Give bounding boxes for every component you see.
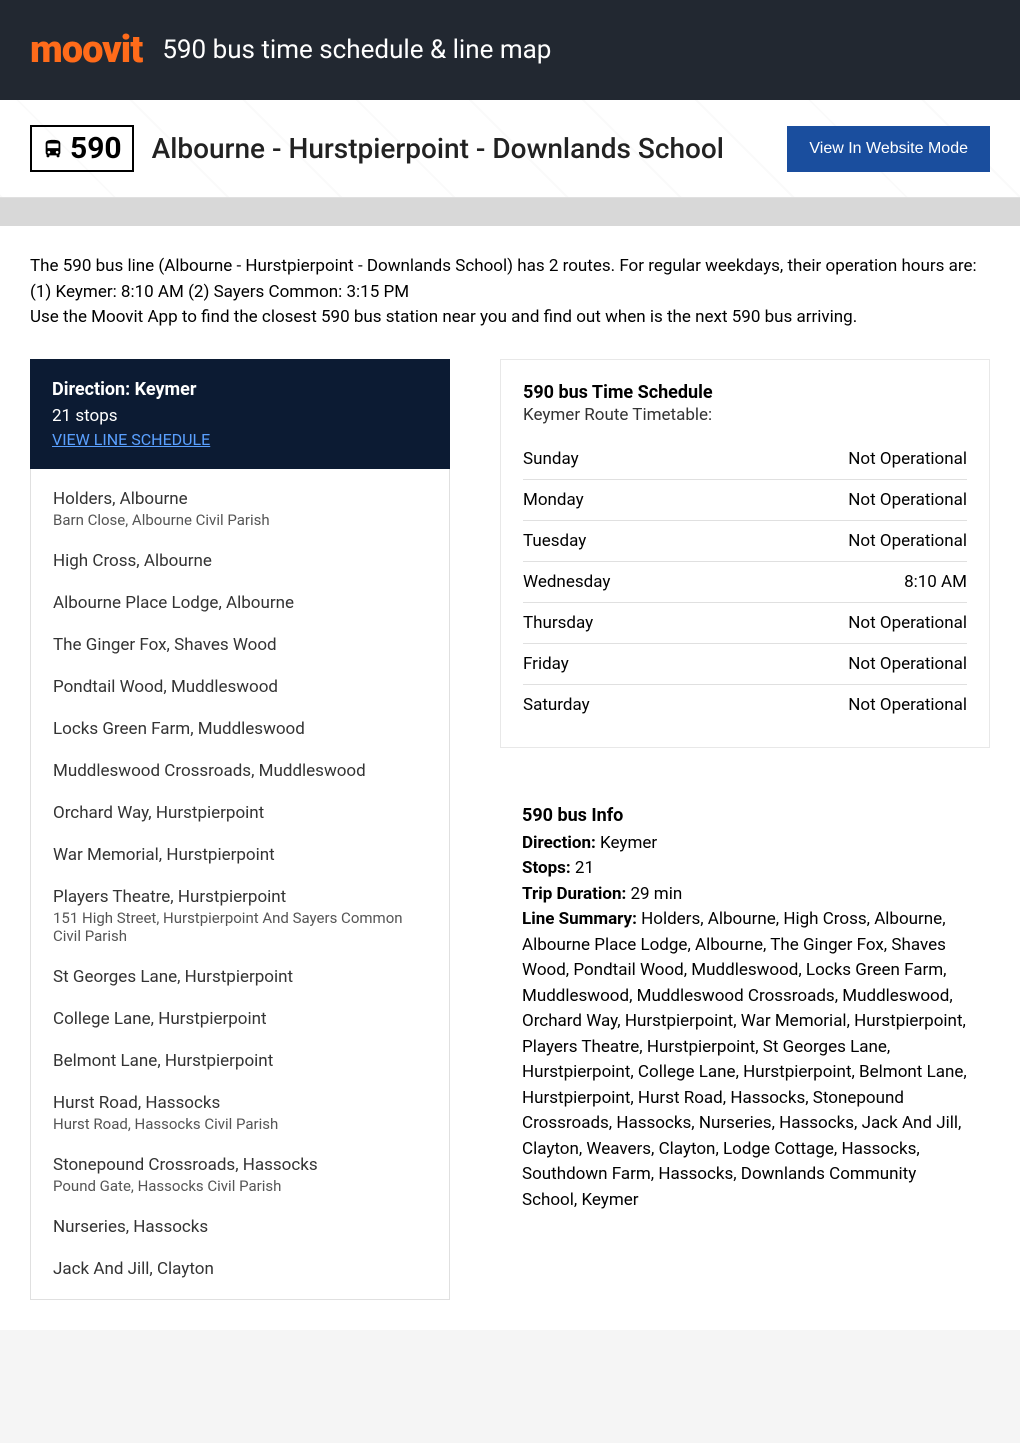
stop-item[interactable]: Pondtail Wood, Muddleswood bbox=[53, 677, 427, 697]
schedule-day: Wednesday bbox=[523, 572, 610, 592]
direction-card: Direction: Keymer 21 stops VIEW LINE SCH… bbox=[30, 359, 450, 469]
stop-item[interactable]: Orchard Way, Hurstpierpoint bbox=[53, 803, 427, 823]
stop-name: Jack And Jill, Clayton bbox=[53, 1259, 427, 1279]
stop-name: Nurseries, Hassocks bbox=[53, 1217, 427, 1237]
stop-name: Muddleswood Crossroads, Muddleswood bbox=[53, 761, 427, 781]
stop-sub: Hurst Road, Hassocks Civil Parish bbox=[53, 1115, 427, 1133]
bus-icon bbox=[42, 138, 64, 160]
stop-item[interactable]: College Lane, Hurstpierpoint bbox=[53, 1009, 427, 1029]
description-line-3: Use the Moovit App to find the closest 5… bbox=[30, 305, 990, 331]
stop-item[interactable]: Players Theatre, Hurstpierpoint151 High … bbox=[53, 887, 427, 945]
schedule-value: Not Operational bbox=[848, 695, 967, 715]
stop-item[interactable]: Jack And Jill, Clayton bbox=[53, 1259, 427, 1279]
schedule-day: Friday bbox=[523, 654, 569, 674]
stops-list: Holders, Albourne Barn Close, Albourne Ci… bbox=[30, 469, 450, 1300]
stop-name: Holders, Albourne bbox=[53, 489, 427, 509]
stop-item[interactable]: The Ginger Fox, Shaves Wood bbox=[53, 635, 427, 655]
stop-item[interactable]: Hurst Road, Hassocks Hurst Road, Hassocks… bbox=[53, 1093, 427, 1133]
stop-name: Orchard Way, Hurstpierpoint bbox=[53, 803, 427, 823]
stop-name: Albourne Place Lodge, Albourne bbox=[53, 593, 427, 613]
stop-name: St Georges Lane, Hurstpierpoint bbox=[53, 967, 427, 987]
schedule-value: Not Operational bbox=[848, 449, 967, 469]
stop-name: War Memorial, Hurstpierpoint bbox=[53, 845, 427, 865]
description-line-1: The 590 bus line (Albourne - Hurstpierpo… bbox=[30, 254, 990, 280]
stop-name: Pondtail Wood, Muddleswood bbox=[53, 677, 427, 697]
stop-item[interactable]: Nurseries, Hassocks bbox=[53, 1217, 427, 1237]
stop-name: High Cross, Albourne bbox=[53, 551, 427, 571]
schedule-value: Not Operational bbox=[848, 531, 967, 551]
stop-item[interactable]: High Cross, Albourne bbox=[53, 551, 427, 571]
stop-item[interactable]: Holders, Albourne Barn Close, Albourne Ci… bbox=[53, 489, 427, 529]
schedule-row: Thursday Not Operational bbox=[523, 603, 967, 644]
stop-sub: Pound Gate, Hassocks Civil Parish bbox=[53, 1177, 427, 1195]
content: Direction: Keymer 21 stops VIEW LINE SCH… bbox=[0, 359, 1020, 1330]
info-card: 590 bus Info Direction: Keymer Stops: 21… bbox=[500, 780, 990, 1236]
view-website-mode-button[interactable]: View In Website Mode bbox=[787, 126, 990, 172]
title-left: 590 Albourne - Hurstpierpoint - Downland… bbox=[30, 125, 724, 172]
schedule-row: Tuesday Not Operational bbox=[523, 521, 967, 562]
schedule-day: Saturday bbox=[523, 695, 590, 715]
header-title: 590 bus time schedule & line map bbox=[162, 35, 551, 65]
stop-sub: Barn Close, Albourne Civil Parish bbox=[53, 511, 427, 529]
stop-sub: 151 High Street, Hurstpierpoint And Saye… bbox=[53, 909, 427, 945]
schedule-row: Wednesday 8:10 AM bbox=[523, 562, 967, 603]
stop-name: Locks Green Farm, Muddleswood bbox=[53, 719, 427, 739]
stop-name: The Ginger Fox, Shaves Wood bbox=[53, 635, 427, 655]
stop-name: College Lane, Hurstpierpoint bbox=[53, 1009, 427, 1029]
stop-item[interactable]: Albourne Place Lodge, Albourne bbox=[53, 593, 427, 613]
logo[interactable]: moovit bbox=[30, 28, 142, 72]
info-summary: Line Summary: Holders, Albourne, High Cr… bbox=[522, 907, 968, 1213]
schedule-day: Sunday bbox=[523, 449, 579, 469]
route-badge: 590 bbox=[30, 125, 134, 172]
stop-name: Stonepound Crossroads, Hassocks bbox=[53, 1155, 427, 1175]
schedule-row: Saturday Not Operational bbox=[523, 685, 967, 725]
schedule-value: Not Operational bbox=[848, 490, 967, 510]
left-column: Direction: Keymer 21 stops VIEW LINE SCH… bbox=[30, 359, 450, 1300]
stop-item[interactable]: Muddleswood Crossroads, Muddleswood bbox=[53, 761, 427, 781]
divider-strip bbox=[0, 198, 1020, 226]
info-duration: Trip Duration: 29 min bbox=[522, 882, 968, 908]
info-title: 590 bus Info bbox=[522, 802, 968, 829]
info-direction: Direction: Keymer bbox=[522, 831, 968, 857]
stop-item[interactable]: War Memorial, Hurstpierpoint bbox=[53, 845, 427, 865]
stop-name: Belmont Lane, Hurstpierpoint bbox=[53, 1051, 427, 1071]
schedule-value: Not Operational bbox=[848, 613, 967, 633]
info-stops: Stops: 21 bbox=[522, 856, 968, 882]
schedule-card: 590 bus Time Schedule Keymer Route Timet… bbox=[500, 359, 990, 748]
route-number: 590 bbox=[70, 131, 122, 166]
route-name: Albourne - Hurstpierpoint - Downlands Sc… bbox=[152, 132, 724, 165]
schedule-day: Tuesday bbox=[523, 531, 586, 551]
schedule-value: Not Operational bbox=[848, 654, 967, 674]
right-column: 590 bus Time Schedule Keymer Route Timet… bbox=[500, 359, 990, 1300]
schedule-day: Thursday bbox=[523, 613, 593, 633]
schedule-row: Sunday Not Operational bbox=[523, 439, 967, 480]
stop-name: Players Theatre, Hurstpierpoint bbox=[53, 887, 427, 907]
description: The 590 bus line (Albourne - Hurstpierpo… bbox=[0, 226, 1020, 359]
stop-name: Hurst Road, Hassocks bbox=[53, 1093, 427, 1113]
schedule-value: 8:10 AM bbox=[904, 572, 967, 592]
title-bar: 590 Albourne - Hurstpierpoint - Downland… bbox=[0, 100, 1020, 198]
stops-count: 21 stops bbox=[52, 406, 428, 426]
stop-item[interactable]: Stonepound Crossroads, Hassocks Pound Gat… bbox=[53, 1155, 427, 1195]
schedule-day: Monday bbox=[523, 490, 584, 510]
direction-title: Direction: Keymer bbox=[52, 379, 428, 400]
schedule-subtitle: Keymer Route Timetable: bbox=[523, 405, 967, 425]
schedule-row: Monday Not Operational bbox=[523, 480, 967, 521]
schedule-row: Friday Not Operational bbox=[523, 644, 967, 685]
schedule-title: 590 bus Time Schedule bbox=[523, 382, 967, 403]
stop-item[interactable]: St Georges Lane, Hurstpierpoint bbox=[53, 967, 427, 987]
schedule-table: Sunday Not Operational Monday Not Operation… bbox=[523, 439, 967, 725]
header: moovit 590 bus time schedule & line map bbox=[0, 0, 1020, 100]
stop-item[interactable]: Belmont Lane, Hurstpierpoint bbox=[53, 1051, 427, 1071]
stop-item[interactable]: Locks Green Farm, Muddleswood bbox=[53, 719, 427, 739]
view-line-schedule-link[interactable]: VIEW LINE SCHEDULE bbox=[52, 430, 210, 449]
description-line-2: (1) Keymer: 8:10 AM (2) Sayers Common: 3… bbox=[30, 280, 990, 306]
